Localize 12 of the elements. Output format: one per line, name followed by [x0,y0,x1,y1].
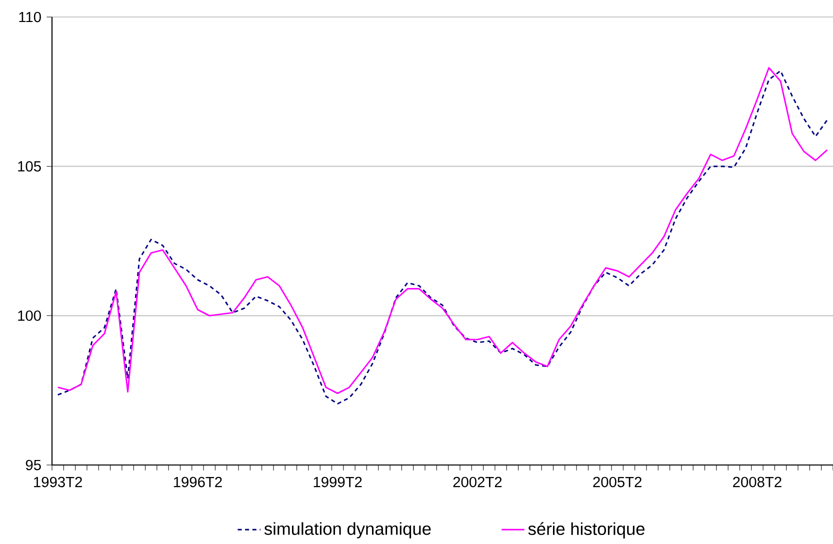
y-tick-label: 105 [18,161,41,172]
legend-label: simulation dynamique [264,522,431,538]
x-tick-label: 1996T2 [174,476,222,488]
x-tick-label: 1993T2 [34,476,82,488]
y-tick-label: 100 [18,310,41,321]
y-tick-label: 95 [26,460,41,470]
x-tick-label: 1999T2 [314,476,362,488]
x-tick-label: 2005T2 [593,476,642,488]
x-tick-label: 2002T2 [453,476,502,488]
x-tick-label: 2008T2 [733,476,782,488]
legend-label: série historique [528,522,645,538]
y-tick-label: 110 [19,12,41,22]
